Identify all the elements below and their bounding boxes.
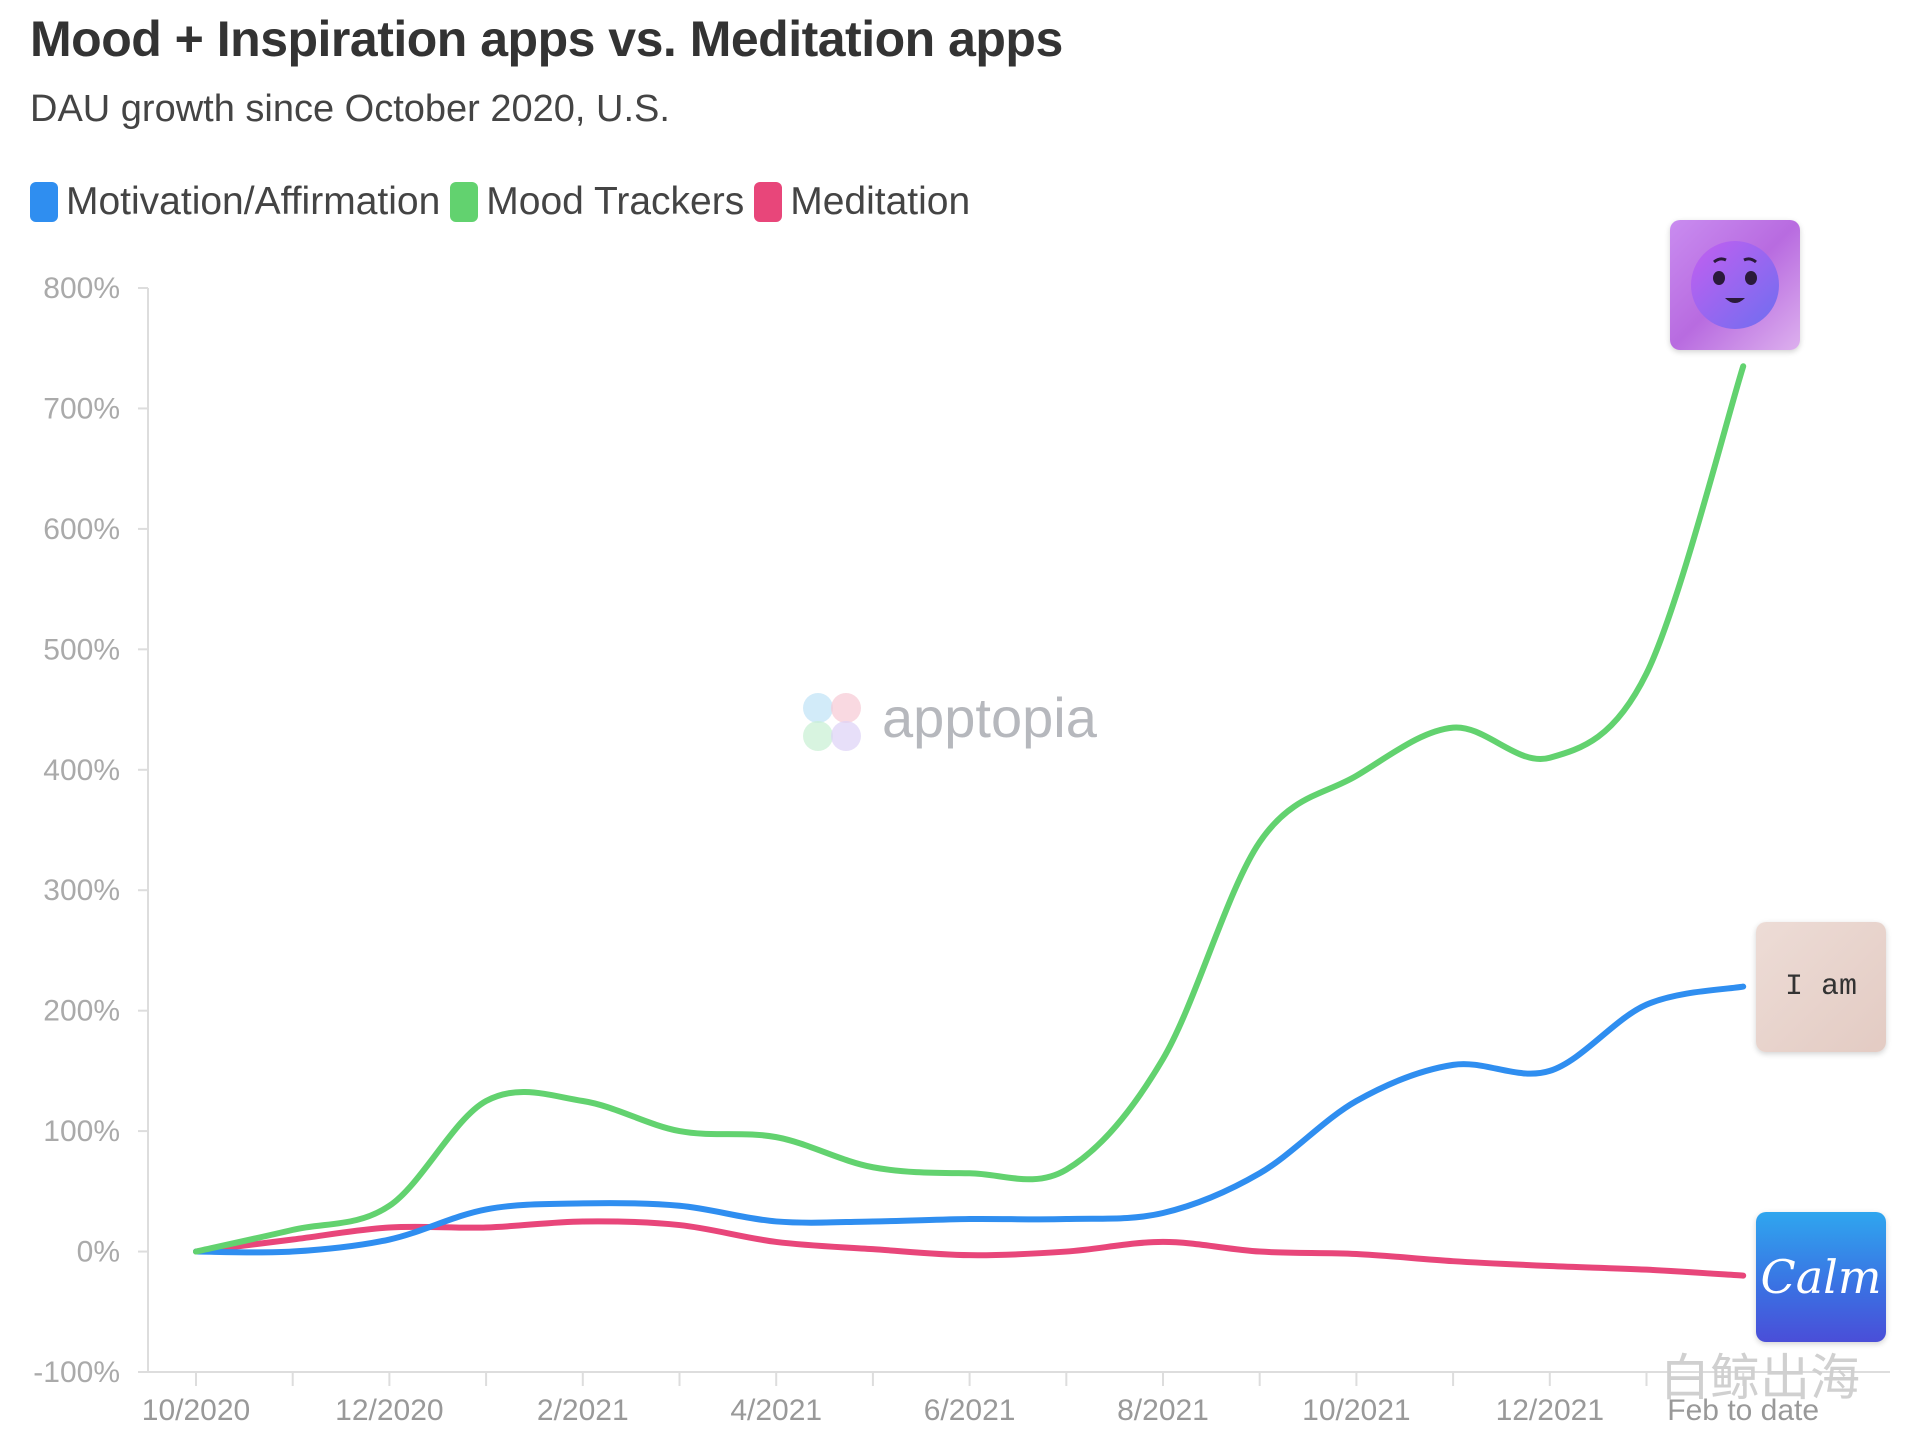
x-tick-label: 12/2020 bbox=[335, 1394, 443, 1427]
y-tick-label: 0% bbox=[77, 1236, 120, 1269]
x-tick-label: Feb to date bbox=[1667, 1394, 1819, 1427]
motivation-affirmation-line bbox=[193, 983, 1747, 1256]
x-tick-label: 8/2021 bbox=[1117, 1394, 1209, 1427]
legend-swatch-mood bbox=[450, 182, 479, 222]
x-tick-label: 4/2021 bbox=[730, 1394, 822, 1427]
legend-item-motivation: Motivation/Affirmation bbox=[30, 180, 440, 224]
x-tick-label: 10/2021 bbox=[1302, 1394, 1410, 1427]
y-tick-label: 800% bbox=[43, 272, 120, 305]
axes bbox=[138, 287, 1890, 1386]
apptopia-watermark: apptopia bbox=[803, 686, 1098, 751]
y-tick-label: 200% bbox=[43, 995, 120, 1028]
x-tick-label: 12/2021 bbox=[1496, 1394, 1604, 1427]
legend-item-meditation: Meditation bbox=[754, 180, 970, 224]
iam-app-icon: I am bbox=[1756, 922, 1886, 1052]
y-axis-labels: -100% 0% 100% 200% 300% 400% 500% 600% 700% 800% bbox=[33, 272, 120, 1389]
legend-label-mood: Mood Trackers bbox=[486, 180, 745, 223]
calm-app-text: Calm bbox=[1760, 1250, 1882, 1304]
iam-app-text: I am bbox=[1784, 970, 1857, 1004]
y-tick-label: 700% bbox=[43, 392, 120, 425]
legend-swatch-motivation bbox=[30, 182, 58, 222]
mood-trackers-line bbox=[193, 363, 1747, 1255]
x-tick-label: 6/2021 bbox=[924, 1394, 1016, 1427]
y-tick-label: 400% bbox=[43, 754, 120, 787]
watermark-text: apptopia bbox=[882, 686, 1098, 749]
y-tick-label: 500% bbox=[43, 633, 120, 666]
calm-app-icon: Calm bbox=[1756, 1212, 1886, 1342]
x-axis-labels: 10/2020 12/2020 2/2021 4/2021 6/2021 8/2021 10… bbox=[142, 1394, 1819, 1427]
y-tick-label: 600% bbox=[43, 513, 120, 546]
brand-watermark: 白鲸出海 bbox=[1660, 1350, 1860, 1406]
y-tick-label: -100% bbox=[33, 1356, 120, 1389]
brand-watermark-text: 白鲸出海 bbox=[1660, 1350, 1860, 1406]
x-tick-label: 10/2020 bbox=[142, 1394, 250, 1427]
legend-label-motivation: Motivation/Affirmation bbox=[66, 180, 441, 223]
legend: Motivation/Affirmation Mood Trackers Med… bbox=[30, 180, 980, 224]
meditation-line bbox=[193, 1218, 1747, 1279]
legend-swatch-meditation bbox=[754, 182, 783, 222]
x-tick-label: 2/2021 bbox=[537, 1394, 629, 1427]
legend-item-mood: Mood Trackers bbox=[450, 180, 744, 224]
y-tick-label: 100% bbox=[43, 1115, 120, 1148]
series-lines bbox=[193, 363, 1747, 1279]
chart-title: Mood + Inspiration apps vs. Meditation a… bbox=[30, 11, 1063, 67]
chart-subtitle: DAU growth since October 2020, U.S. bbox=[30, 88, 670, 130]
smiling-face-icon bbox=[1670, 220, 1800, 350]
y-tick-label: 300% bbox=[43, 874, 120, 907]
legend-label-meditation: Meditation bbox=[790, 180, 971, 223]
